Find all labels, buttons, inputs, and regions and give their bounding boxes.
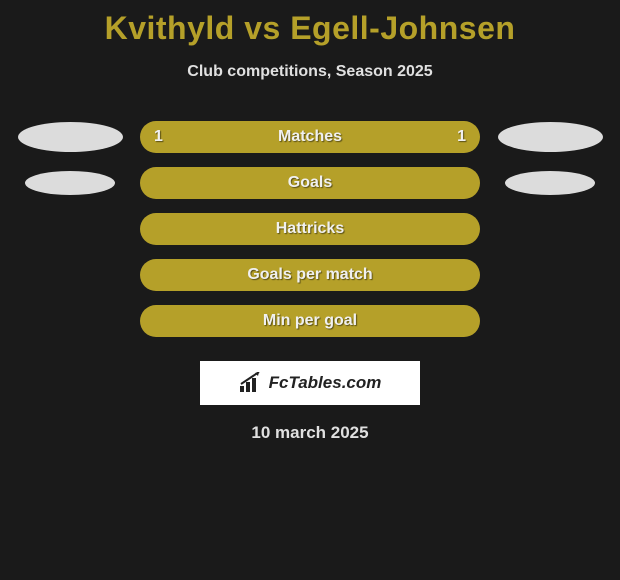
- stat-row: Hattricks: [0, 213, 620, 245]
- stat-bar: Min per goal: [140, 305, 480, 337]
- stat-bar: 1 Matches 1: [140, 121, 480, 153]
- chart-subtitle: Club competitions, Season 2025: [0, 63, 620, 81]
- stat-label: Matches: [140, 128, 480, 146]
- stat-bar: Goals: [140, 167, 480, 199]
- right-ellipse-icon: [505, 171, 595, 195]
- stat-rows: 1 Matches 1 Goals: [0, 121, 620, 337]
- left-side: [0, 171, 140, 195]
- stat-row: Min per goal: [0, 305, 620, 337]
- stat-row: Goals: [0, 167, 620, 199]
- stat-label: Min per goal: [140, 312, 480, 330]
- left-ellipse-icon: [25, 171, 115, 195]
- right-side: [480, 122, 620, 152]
- right-value: 1: [457, 128, 466, 146]
- brand-text: FcTables.com: [269, 373, 382, 393]
- stat-row: 1 Matches 1: [0, 121, 620, 153]
- right-side: [480, 171, 620, 195]
- chart-title: Kvithyld vs Egell-Johnsen: [0, 0, 620, 47]
- stat-label: Goals per match: [140, 266, 480, 284]
- stat-row: Goals per match: [0, 259, 620, 291]
- stat-bar: Hattricks: [140, 213, 480, 245]
- left-ellipse-icon: [18, 122, 123, 152]
- comparison-chart: Kvithyld vs Egell-Johnsen Club competiti…: [0, 0, 620, 580]
- stat-bar: Goals per match: [140, 259, 480, 291]
- bar-chart-icon: [239, 372, 263, 394]
- chart-date: 10 march 2025: [0, 423, 620, 443]
- stat-label: Hattricks: [140, 220, 480, 238]
- brand-logo: FcTables.com: [200, 361, 420, 405]
- left-side: [0, 122, 140, 152]
- stat-label: Goals: [140, 174, 480, 192]
- right-ellipse-icon: [498, 122, 603, 152]
